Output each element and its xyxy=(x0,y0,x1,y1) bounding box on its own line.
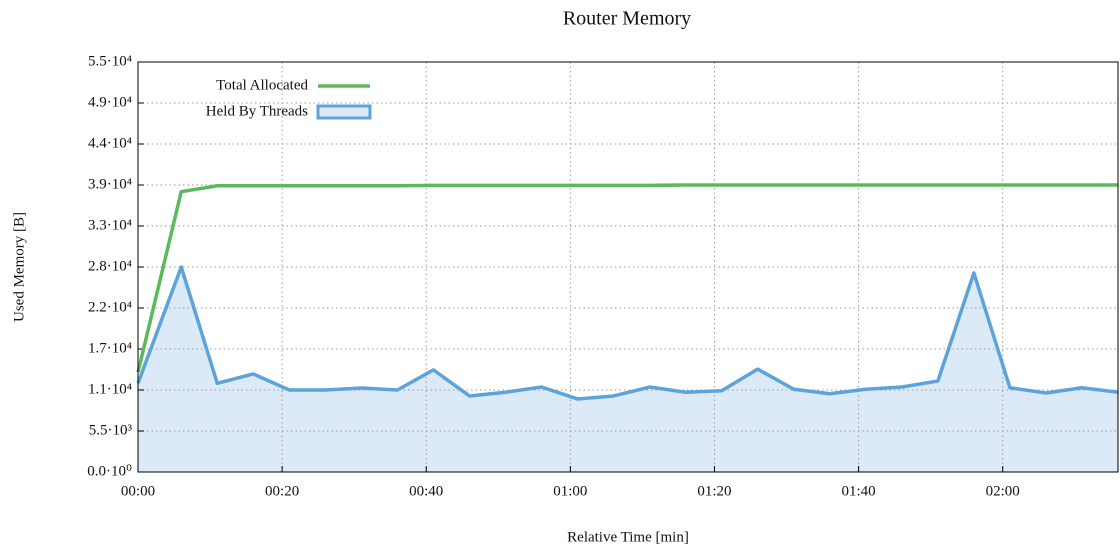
legend-swatch xyxy=(316,104,372,120)
x-tick-label: 01:40 xyxy=(842,483,876,499)
y-tick-label: 5.5·10³ xyxy=(89,422,133,438)
x-tick-label: 00:40 xyxy=(409,483,443,499)
y-axis-label: Used Memory [B] xyxy=(11,212,27,322)
y-tick-label: 1.1·10⁴ xyxy=(88,381,132,397)
x-tick-label: 02:00 xyxy=(986,483,1020,499)
x-tick-label: 00:00 xyxy=(121,483,155,499)
y-tick-label: 0.0·10⁰ xyxy=(87,463,132,479)
y-tick-label: 4.9·10⁴ xyxy=(88,94,132,110)
y-tick-label: 2.8·10⁴ xyxy=(88,258,132,274)
y-tick-label: 1.7·10⁴ xyxy=(88,340,132,356)
legend-label: Total Allocated xyxy=(216,77,308,93)
line xyxy=(136,265,1119,401)
y-tick-label: 4.4·10⁴ xyxy=(88,135,132,151)
y-tick-label: 2.2·10⁴ xyxy=(88,299,132,315)
legend-label: Held By Threads xyxy=(206,103,308,119)
line xyxy=(136,183,1118,373)
y-tick-label: 3.3·10⁴ xyxy=(88,217,132,233)
area xyxy=(138,267,1118,472)
x-tick-label: 00:20 xyxy=(265,483,299,499)
x-axis-label: Relative Time [min] xyxy=(567,529,689,545)
chart-title: Router Memory xyxy=(563,8,691,30)
y-tick-label: 3.9·10⁴ xyxy=(88,176,132,192)
y-tick-label: 5.5·10⁴ xyxy=(88,53,132,69)
x-tick-label: 01:20 xyxy=(697,483,731,499)
plot-frame xyxy=(137,61,1119,473)
x-tick-label: 01:00 xyxy=(553,483,587,499)
